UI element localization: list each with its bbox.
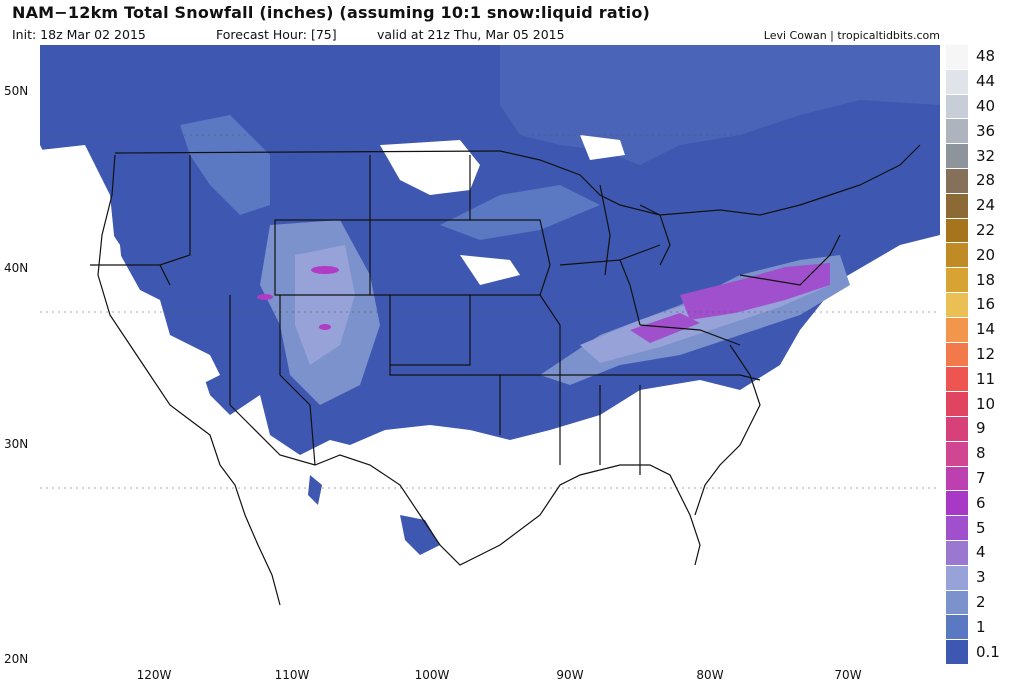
legend-label: 20 — [976, 245, 996, 264]
legend-label: 6 — [976, 493, 986, 512]
legend-label: 7 — [976, 469, 986, 487]
legend-swatch — [946, 119, 968, 145]
init-time: Init: 18z Mar 02 2015 — [12, 27, 146, 42]
legend-label: 3 — [976, 568, 986, 587]
lat-label-50n: 50N — [4, 84, 29, 98]
legend-swatch — [946, 94, 968, 120]
legend-swatch — [946, 615, 968, 641]
lon-label-110w: 110W — [274, 668, 310, 682]
lat-label-40n: 40N — [4, 261, 29, 275]
graticule — [40, 134, 940, 489]
legend-label: 8 — [976, 444, 986, 463]
legend-label: 12 — [976, 345, 996, 363]
legend-label: 40 — [976, 97, 996, 115]
legend-label: 2 — [976, 593, 986, 611]
legend-swatch — [946, 69, 968, 95]
legend-label: 1 — [976, 617, 986, 636]
lat-label-20n: 20N — [4, 652, 29, 666]
snowfall-map — [40, 45, 940, 665]
legend-swatch — [946, 218, 968, 244]
legend-swatch — [946, 491, 968, 517]
legend-label: 10 — [976, 394, 996, 413]
map-title: NAM−12km Total Snowfall (inches) (assumi… — [12, 3, 651, 22]
legend-swatch — [946, 293, 968, 318]
lon-label-70w: 70W — [834, 668, 862, 682]
legend-label: 44 — [976, 72, 996, 91]
snowfall-legend: 48 44 40 36 32 28 24 22 20 18 16 14 12 11 10 9 8 7 6 5 4 3 2 1 0… — [946, 45, 1024, 665]
legend-label: 24 — [976, 196, 996, 215]
forecast-hour: Forecast Hour: [75] — [216, 27, 337, 42]
legend-swatch — [946, 45, 968, 70]
legend-swatch — [946, 367, 968, 393]
legend-label: 9 — [976, 419, 986, 438]
valid-time: valid at 21z Thu, Mar 05 2015 — [377, 27, 565, 42]
legend-swatch — [946, 417, 968, 442]
legend-label: 32 — [976, 146, 996, 165]
legend-swatch — [946, 317, 968, 343]
lat-label-30n: 30N — [4, 437, 29, 451]
lon-label-80w: 80W — [696, 668, 724, 682]
legend-swatch — [946, 565, 968, 591]
legend-swatch — [946, 590, 968, 616]
legend-swatch — [946, 392, 968, 417]
legend-swatch — [946, 144, 968, 169]
legend-swatch — [946, 441, 968, 467]
no-snow-gaps — [40, 135, 625, 390]
political-boundaries — [90, 144, 921, 606]
legend-swatch — [946, 466, 968, 492]
legend-swatch — [946, 243, 968, 269]
legend-swatch — [946, 342, 968, 368]
legend-label: 22 — [976, 221, 996, 239]
legend-label: 36 — [976, 121, 996, 140]
legend-swatch — [946, 541, 968, 566]
credit-text: Levi Cowan | tropicaltidbits.com — [763, 29, 940, 42]
legend-label: 4 — [976, 543, 986, 562]
legend-label: 5 — [976, 518, 986, 537]
legend-label: 48 — [976, 47, 996, 66]
lon-label-120w: 120W — [136, 668, 172, 682]
snow-purple-areas — [257, 263, 830, 343]
legend-label: 14 — [976, 320, 996, 339]
lon-label-90w: 90W — [556, 668, 584, 682]
legend-swatch — [946, 640, 968, 665]
legend-label: 11 — [976, 369, 996, 388]
legend-label: 16 — [976, 295, 996, 314]
legend-label: 18 — [976, 270, 996, 289]
lon-label-100w: 100W — [414, 668, 450, 682]
legend-swatch — [946, 516, 968, 541]
legend-swatch — [946, 169, 968, 194]
legend-label: 28 — [976, 171, 996, 190]
legend-swatch — [946, 268, 968, 293]
legend-label: 0.1 — [976, 642, 1000, 661]
legend-swatch — [946, 193, 968, 219]
